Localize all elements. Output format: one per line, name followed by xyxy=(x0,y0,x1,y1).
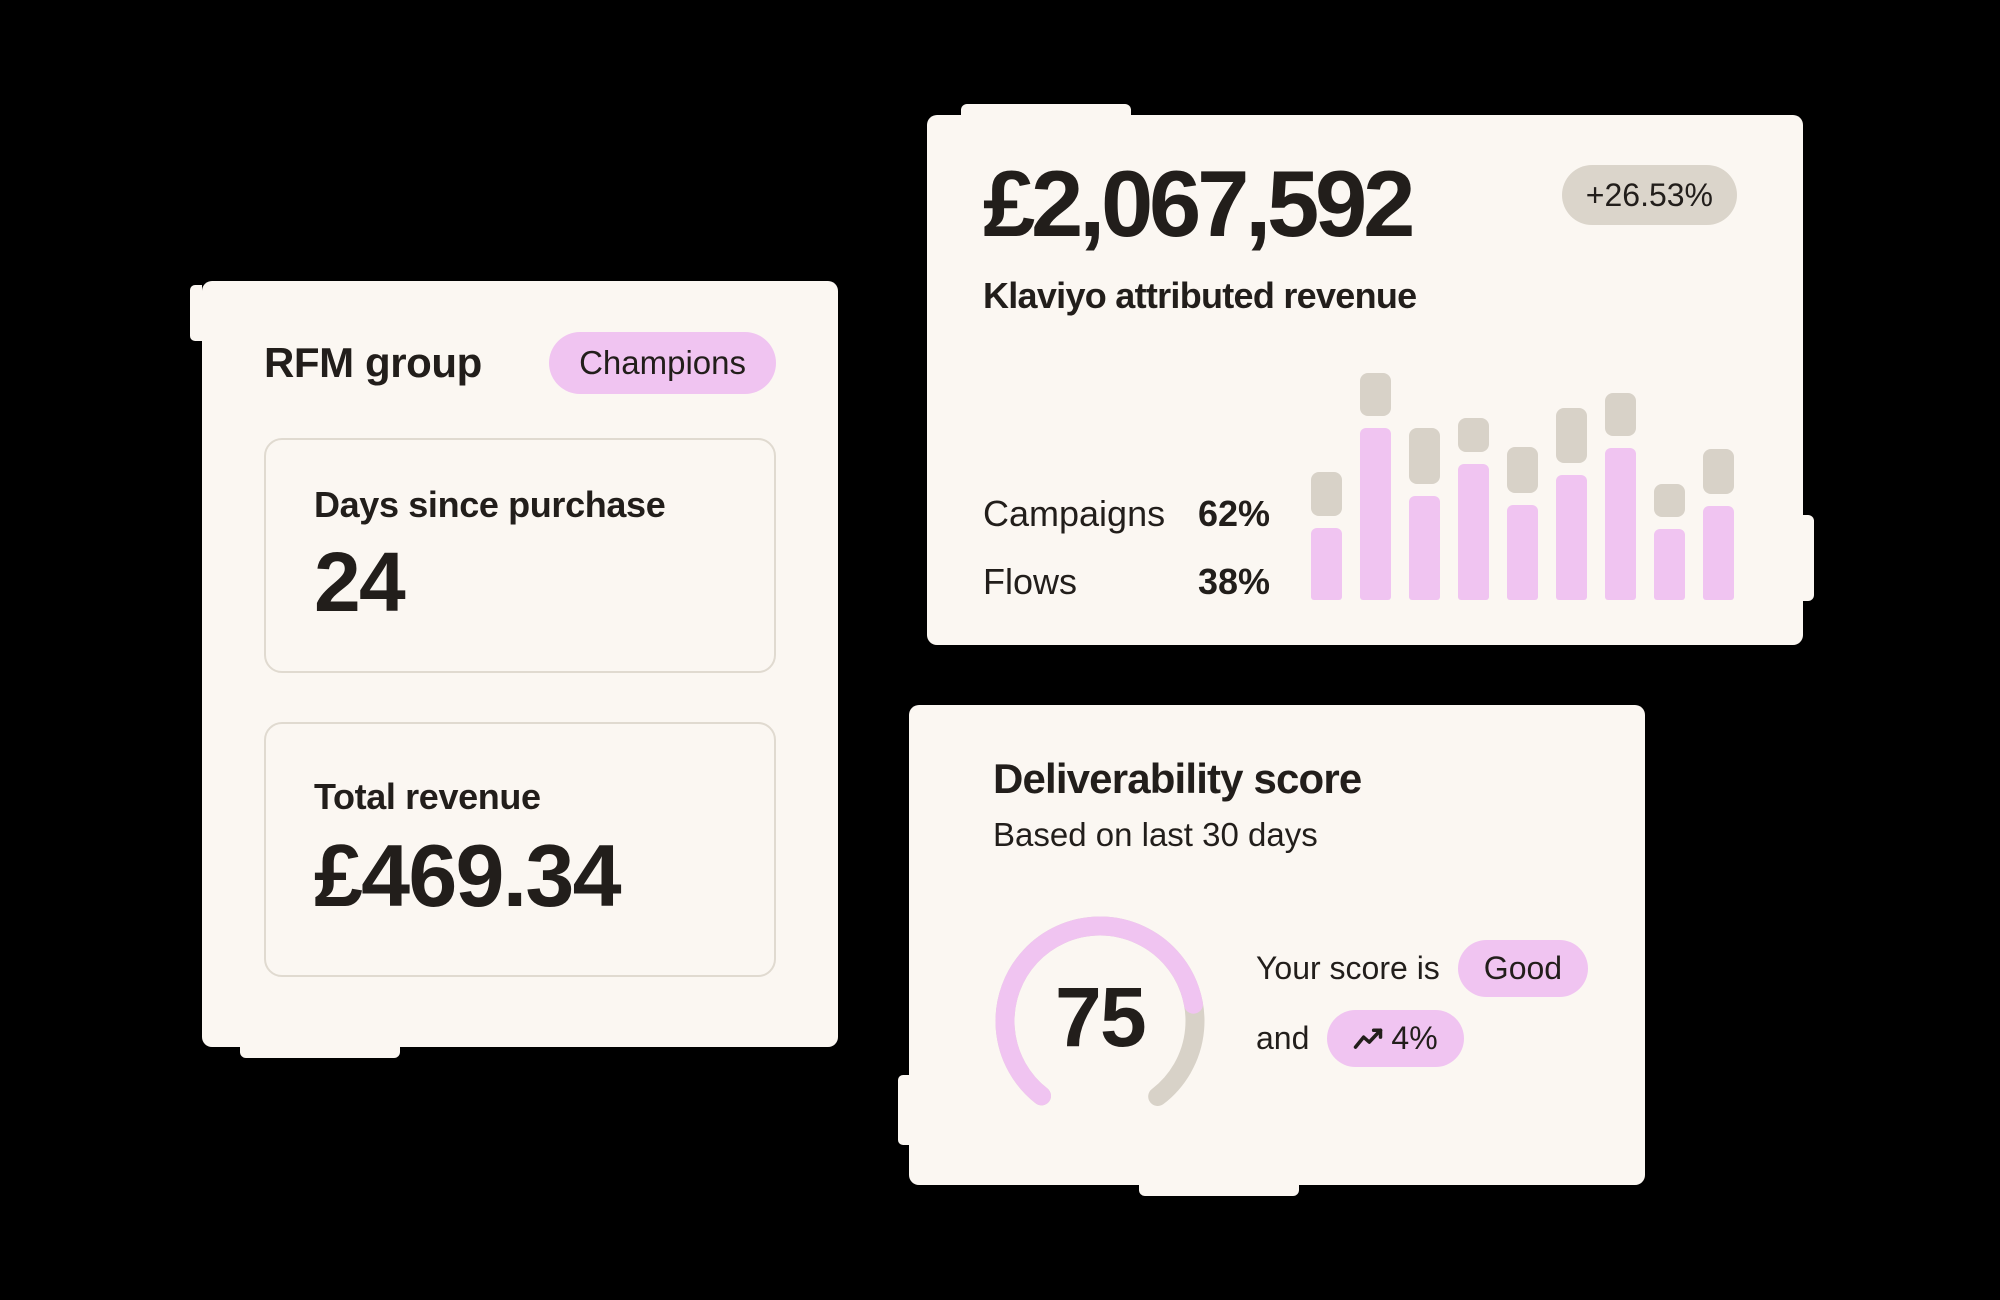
revenue-amount: £2,067,592 xyxy=(983,151,1415,256)
bar-base-segment xyxy=(1409,496,1440,600)
stat-days-since-purchase: Days since purchase 24 xyxy=(264,438,776,673)
rfm-card-title: RFM group xyxy=(264,339,482,386)
rfm-card-header: RFM group Champions xyxy=(264,281,776,395)
bar-base-segment xyxy=(1703,506,1734,600)
legend-value: 62% xyxy=(1198,493,1271,534)
bar-base-segment xyxy=(1654,529,1685,600)
bar-column xyxy=(1458,418,1489,600)
score-line1-text: Your score is xyxy=(1256,950,1440,986)
bar-column xyxy=(1654,484,1685,600)
klaviyo-revenue-card: £2,067,592 +26.53% Klaviyo attributed re… xyxy=(927,104,1814,645)
bar-base-segment xyxy=(1556,475,1587,600)
stat-label: Total revenue xyxy=(314,776,541,818)
revenue-bar-chart xyxy=(1311,373,1734,600)
stat-value: £469.34 xyxy=(314,826,622,926)
rfm-group-card: RFM group Champions Days since purchase … xyxy=(190,281,838,1058)
bar-base-segment xyxy=(1507,505,1538,600)
score-rating-badge: Good xyxy=(1457,940,1589,997)
bar-column xyxy=(1311,472,1342,600)
score-text-block: Your score is Good and 4% xyxy=(1256,940,1589,1080)
legend-label: Flows xyxy=(983,561,1078,602)
stat-label: Days since purchase xyxy=(314,484,666,526)
score-trend-badge: 4% xyxy=(1327,1010,1464,1067)
gauge-arc-filled xyxy=(995,916,1205,1106)
bar-column xyxy=(1556,408,1587,600)
bar-cap-segment xyxy=(1556,408,1587,463)
bar-cap-segment xyxy=(1654,484,1685,517)
stat-value: 24 xyxy=(314,535,406,630)
deliverability-gauge: 75 xyxy=(995,916,1205,1126)
bar-cap-segment xyxy=(1360,373,1391,416)
rfm-group-badge: Champions xyxy=(549,332,776,394)
bar-base-segment xyxy=(1605,448,1636,600)
bar-base-segment xyxy=(1458,464,1489,600)
bar-base-segment xyxy=(1360,428,1391,600)
bar-column xyxy=(1605,393,1636,600)
legend-value: 38% xyxy=(1198,561,1271,602)
bar-base-segment xyxy=(1311,528,1342,600)
legend-row-flows: Flows 38% xyxy=(983,561,1270,603)
bar-column xyxy=(1409,428,1440,600)
revenue-change-badge: +26.53% xyxy=(1561,165,1737,225)
bar-cap-segment xyxy=(1311,472,1342,516)
deliverability-card: Deliverability score Based on last 30 da… xyxy=(898,705,1645,1196)
deliverability-score-value: 75 xyxy=(1054,969,1147,1064)
bar-column xyxy=(1507,447,1538,600)
trend-value: 4% xyxy=(1391,1020,1438,1056)
legend-label: Campaigns xyxy=(983,493,1166,534)
trending-up-icon xyxy=(1354,1028,1383,1049)
score-line-2: and 4% xyxy=(1256,1010,1588,1067)
bar-column xyxy=(1703,449,1734,600)
deliverability-title: Deliverability score xyxy=(993,755,1362,802)
deliverability-subtitle: Based on last 30 days xyxy=(993,816,1318,853)
revenue-subtitle: Klaviyo attributed revenue xyxy=(983,274,1417,316)
legend-row-campaigns: Campaigns 62% xyxy=(983,493,1270,535)
stat-total-revenue: Total revenue £469.34 xyxy=(264,722,776,977)
score-line-1: Your score is Good xyxy=(1256,940,1589,997)
score-line2-text: and xyxy=(1256,1020,1310,1056)
bar-cap-segment xyxy=(1507,447,1538,493)
bar-cap-segment xyxy=(1458,418,1489,452)
bar-cap-segment xyxy=(1409,428,1440,484)
bar-column xyxy=(1360,373,1391,600)
revenue-legend: Campaigns 62% Flows 38% xyxy=(983,493,1270,603)
bar-cap-segment xyxy=(1703,449,1734,494)
bar-cap-segment xyxy=(1605,393,1636,436)
gauge-svg xyxy=(995,916,1205,1106)
